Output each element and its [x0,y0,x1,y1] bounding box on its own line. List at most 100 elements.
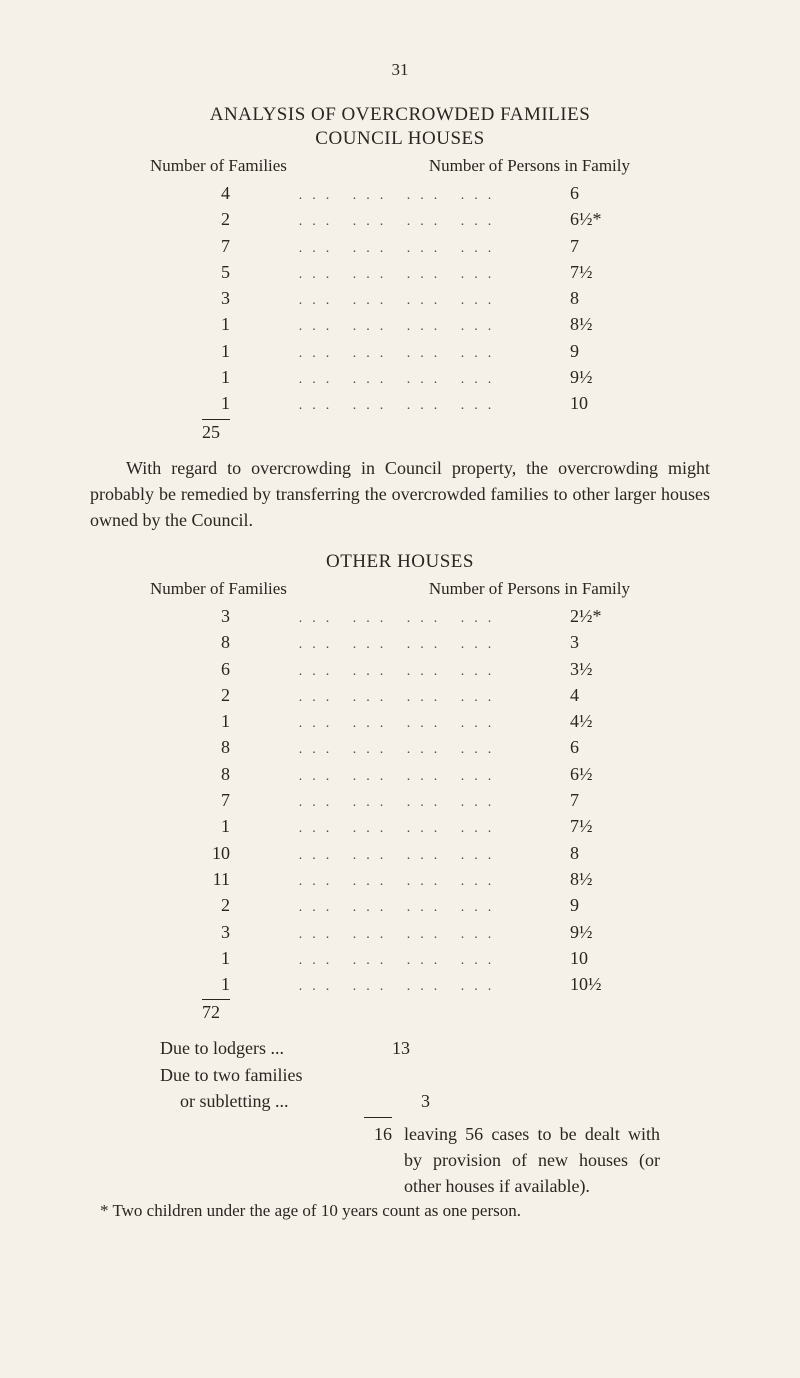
cell-persons: 8½ [560,866,660,892]
table-row: 4... ... ... ...6 [140,180,660,206]
table-row: 10... ... ... ...8 [140,840,660,866]
leader-dots: ... ... ... ... [240,846,560,866]
leader-dots: ... ... ... ... [240,819,560,839]
leader-dots: ... ... ... ... [240,635,560,655]
leader-dots: ... ... ... ... [240,977,560,997]
table-council-houses: Number of Families Number of Persons in … [140,156,660,443]
final-text: leaving 56 cases to be dealt with by pro… [404,1121,660,1199]
lodgers-label-1: Due to lodgers ... [140,1035,370,1061]
leader-dots: ... ... ... ... [240,951,560,971]
cell-persons: 3½ [560,656,660,682]
table-row: 8... ... ... ...6 [140,734,660,760]
footnote: * Two children under the age of 10 years… [90,1201,710,1221]
cell-persons: 4½ [560,708,660,734]
cell-persons: 10½ [560,971,660,997]
cell-persons: 6½ [560,761,660,787]
rule-line-3 [364,1117,392,1118]
table-row: 2... ... ... ...9 [140,892,660,918]
cell-families: 10 [140,840,240,866]
table-row: 1... ... ... ...10 [140,390,660,416]
col-header-families: Number of Families [140,156,360,176]
cell-families: 1 [140,390,240,416]
leader-dots: ... ... ... ... [240,740,560,760]
total-families-2: 72 [140,1002,660,1023]
leader-dots: ... ... ... ... [240,370,560,390]
paragraph-1: With regard to overcrowding in Council p… [90,455,710,533]
col-header-persons-2: Number of Persons in Family [360,579,660,599]
cell-families: 1 [140,364,240,390]
cell-persons: 2½* [560,603,660,629]
cell-families: 11 [140,866,240,892]
table-row: 3... ... ... ...2½* [140,603,660,629]
table-row: 1... ... ... ...10½ [140,971,660,997]
leader-dots: ... ... ... ... [240,688,560,708]
rule-line-2 [202,999,230,1000]
table-row: 1... ... ... ...4½ [140,708,660,734]
leader-dots: ... ... ... ... [240,344,560,364]
table-row: 8... ... ... ...6½ [140,761,660,787]
table-row: 7... ... ... ...7 [140,787,660,813]
cell-families: 7 [140,787,240,813]
table-row: 1... ... ... ...10 [140,945,660,971]
table-row: 8... ... ... ...3 [140,629,660,655]
cell-persons: 6 [560,734,660,760]
cell-families: 4 [140,180,240,206]
page-number: 31 [90,60,710,80]
leader-dots: ... ... ... ... [240,212,560,232]
table-row: 1... ... ... ...9½ [140,364,660,390]
table-row: 3... ... ... ...9½ [140,919,660,945]
cell-persons: 8 [560,840,660,866]
cell-families: 8 [140,734,240,760]
cell-persons: 7 [560,233,660,259]
rule-line [202,419,230,420]
table-row: 7... ... ... ...7 [140,233,660,259]
cell-persons: 6 [560,180,660,206]
cell-families: 1 [140,945,240,971]
cell-persons: 6½* [560,206,660,232]
col-header-families-2: Number of Families [140,579,360,599]
cell-families: 3 [140,603,240,629]
cell-persons: 10 [560,390,660,416]
cell-persons: 8½ [560,311,660,337]
cell-families: 1 [140,971,240,997]
cell-persons: 8 [560,285,660,311]
leader-dots: ... ... ... ... [240,239,560,259]
table-row: 1... ... ... ...9 [140,338,660,364]
table-row: 1... ... ... ...7½ [140,813,660,839]
leader-dots: ... ... ... ... [240,662,560,682]
col-header-persons: Number of Persons in Family [360,156,660,176]
cell-families: 8 [140,761,240,787]
cell-families: 3 [140,919,240,945]
cell-families: 5 [140,259,240,285]
cell-families: 6 [140,656,240,682]
leader-dots: ... ... ... ... [240,767,560,787]
table-row: 11... ... ... ...8½ [140,866,660,892]
cell-persons: 4 [560,682,660,708]
cell-persons: 9 [560,338,660,364]
total-families-1: 25 [140,422,660,443]
section1-subtitle: COUNCIL HOUSES [90,128,710,150]
lodgers-num-1: 13 [370,1035,410,1061]
cell-families: 7 [140,233,240,259]
table-row: 2... ... ... ...6½* [140,206,660,232]
table-row: 2... ... ... ...4 [140,682,660,708]
leader-dots: ... ... ... ... [240,872,560,892]
cell-families: 1 [140,311,240,337]
table-row: 5... ... ... ...7½ [140,259,660,285]
cell-persons: 7 [560,787,660,813]
leader-dots: ... ... ... ... [240,186,560,206]
leader-dots: ... ... ... ... [240,291,560,311]
cell-persons: 7½ [560,813,660,839]
section2-title: OTHER HOUSES [90,551,710,573]
leader-dots: ... ... ... ... [240,714,560,734]
cell-persons: 9½ [560,364,660,390]
cell-persons: 7½ [560,259,660,285]
leader-dots: ... ... ... ... [240,793,560,813]
cell-persons: 3 [560,629,660,655]
table-other-houses: Number of Families Number of Persons in … [140,579,660,1199]
section1-title: ANALYSIS OF OVERCROWDED FAMILIES [90,104,710,126]
cell-persons: 10 [560,945,660,971]
lodgers-num-2: 3 [390,1088,430,1114]
cell-families: 1 [140,708,240,734]
leader-dots: ... ... ... ... [240,898,560,918]
